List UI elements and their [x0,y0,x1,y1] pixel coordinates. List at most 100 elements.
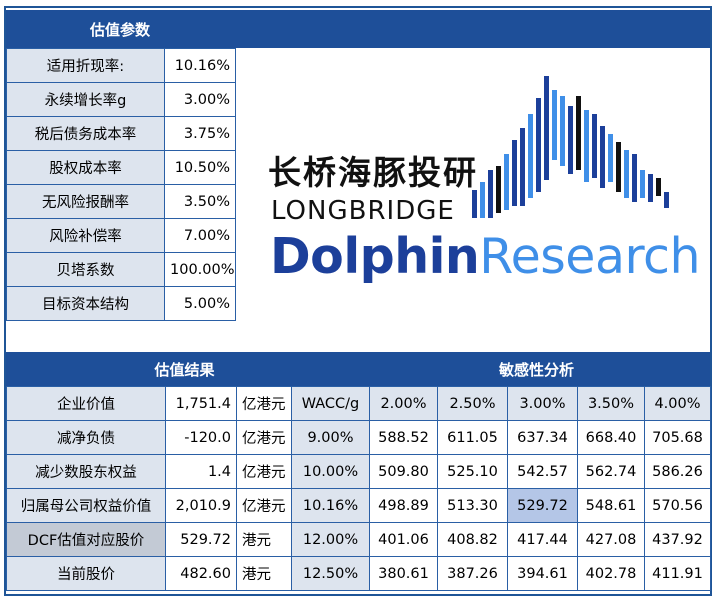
sensitivity-g-header: 2.00% [369,386,438,421]
sensitivity-wacc-label: 12.50% [291,556,370,591]
sensitivity-wacc-label: 10.00% [291,454,370,489]
sensitivity-cell: 509.80 [369,454,438,489]
param-row: 税后债务成本率 3.75% [6,116,236,151]
result-value: 1,751.4 [165,386,237,421]
sensitivity-g-header: 3.50% [577,386,645,421]
param-label: 适用折现率: [6,48,165,83]
param-row: 适用折现率: 10.16% [6,48,236,83]
result-label: 当前股价 [6,556,166,591]
sensitivity-cell: 387.26 [437,556,508,591]
sensitivity-cell: 529.72 [507,488,578,523]
result-row: 归属母公司权益价值 2,010.9 亿港元 10.16% 498.89 513.30 529… [6,488,711,523]
param-value: 3.75% [164,116,236,151]
sensitivity-cell: 402.78 [577,556,645,591]
param-label: 风险补偿率 [6,218,165,253]
logo-bar [616,142,621,192]
sensitivity-cell: 417.44 [507,522,578,557]
sensitivity-cell: 411.91 [644,556,711,591]
logo-bar [480,182,485,218]
result-value: 2,010.9 [165,488,237,523]
sensitivity-cell: 588.52 [369,420,438,455]
param-label: 无风险报酬率 [6,184,165,219]
sensitivity-g-header: 3.00% [507,386,578,421]
result-label: DCF估值对应股价 [6,522,166,557]
logo-dolphin-research: DolphinResearch [270,228,701,285]
logo-bar [552,90,557,160]
logo-bar [592,114,597,178]
sensitivity-cell: 611.05 [437,420,508,455]
result-unit: 亿港元 [236,454,292,489]
param-label: 股权成本率 [6,150,165,185]
result-unit: 港元 [236,522,292,557]
logo-bar [576,96,581,170]
sensitivity-cell: 408.82 [437,522,508,557]
param-row: 目标资本结构 5.00% [6,286,236,321]
sensitivity-wacc-label: 12.00% [291,522,370,557]
logo-bar [544,76,549,180]
logo-bar [584,110,589,182]
sensitivity-cell: 637.34 [507,420,578,455]
sensitivity-cell: 498.89 [369,488,438,523]
sensitivity-cell: 562.74 [577,454,645,489]
logo-bar [664,192,669,208]
sensitivity-cell: 542.57 [507,454,578,489]
sensitivity-cell: 394.61 [507,556,578,591]
result-label: 减少数股东权益 [6,454,166,489]
result-unit: 亿港元 [236,488,292,523]
logo-bar [504,154,509,210]
param-label: 贝塔系数 [6,252,165,287]
logo-bar [472,190,477,218]
logo-bar [488,170,493,218]
sensitivity-header: 敏感性分析 [363,352,710,386]
params-header-filler [234,10,710,48]
param-value: 10.50% [164,150,236,185]
sensitivity-cell: 427.08 [577,522,645,557]
logo-bar [496,166,501,213]
result-row: DCF估值对应股价 529.72 港元 12.00% 401.06 408.82 417.4… [6,522,711,557]
result-value: -120.0 [165,420,237,455]
logo-english-name: LONGBRIDGE [271,196,455,226]
param-row: 永续增长率g 3.00% [6,82,236,117]
sensitivity-g-header: 2.50% [437,386,508,421]
param-value: 3.50% [164,184,236,219]
sensitivity-cell: 525.10 [437,454,508,489]
logo-bar [568,106,573,174]
sensitivity-cell: 705.68 [644,420,711,455]
logo-bar [648,174,653,202]
logo-bar [536,98,541,192]
result-label: 归属母公司权益价值 [6,488,166,523]
sensitivity-cell: 586.26 [644,454,711,489]
param-label: 税后债务成本率 [6,116,165,151]
sensitivity-cell: 570.56 [644,488,711,523]
result-unit: 亿港元 [236,386,292,421]
sensitivity-cell: 380.61 [369,556,438,591]
sensitivity-cell: 437.92 [644,522,711,557]
logo-bar [512,140,517,206]
sensitivity-cell: 668.40 [577,420,645,455]
results-header: 估值结果 [6,352,363,386]
result-unit: 亿港元 [236,420,292,455]
result-row: 企业价值 1,751.4 亿港元 WACC/g 2.00% 2.50% 3.00% 3.50%… [6,386,711,421]
logo-bar [656,178,661,196]
sensitivity-cell: 548.61 [577,488,645,523]
params-title: 估值参数 [89,20,150,39]
logo-bars-icon [472,76,669,218]
sensitivity-corner: WACC/g [291,386,370,421]
result-unit: 港元 [236,556,292,591]
logo-bar [640,170,645,198]
param-label: 永续增长率g [6,82,165,117]
results-title: 估值结果 [154,360,215,379]
logo-bar [624,150,629,198]
logo-bar [632,154,637,202]
param-value: 7.00% [164,218,236,253]
result-label: 企业价值 [6,386,166,421]
sensitivity-g-header: 4.00% [644,386,711,421]
logo-research-text: Research [479,228,701,285]
logo-bar [608,134,613,182]
params-header: 估值参数 [6,10,234,48]
param-row: 贝塔系数 100.00% [6,252,236,287]
logo-chinese-name: 长桥海豚投研 [268,153,478,192]
logo-bar [560,96,565,166]
sensitivity-cell: 401.06 [369,522,438,557]
logo-bar [600,126,605,188]
